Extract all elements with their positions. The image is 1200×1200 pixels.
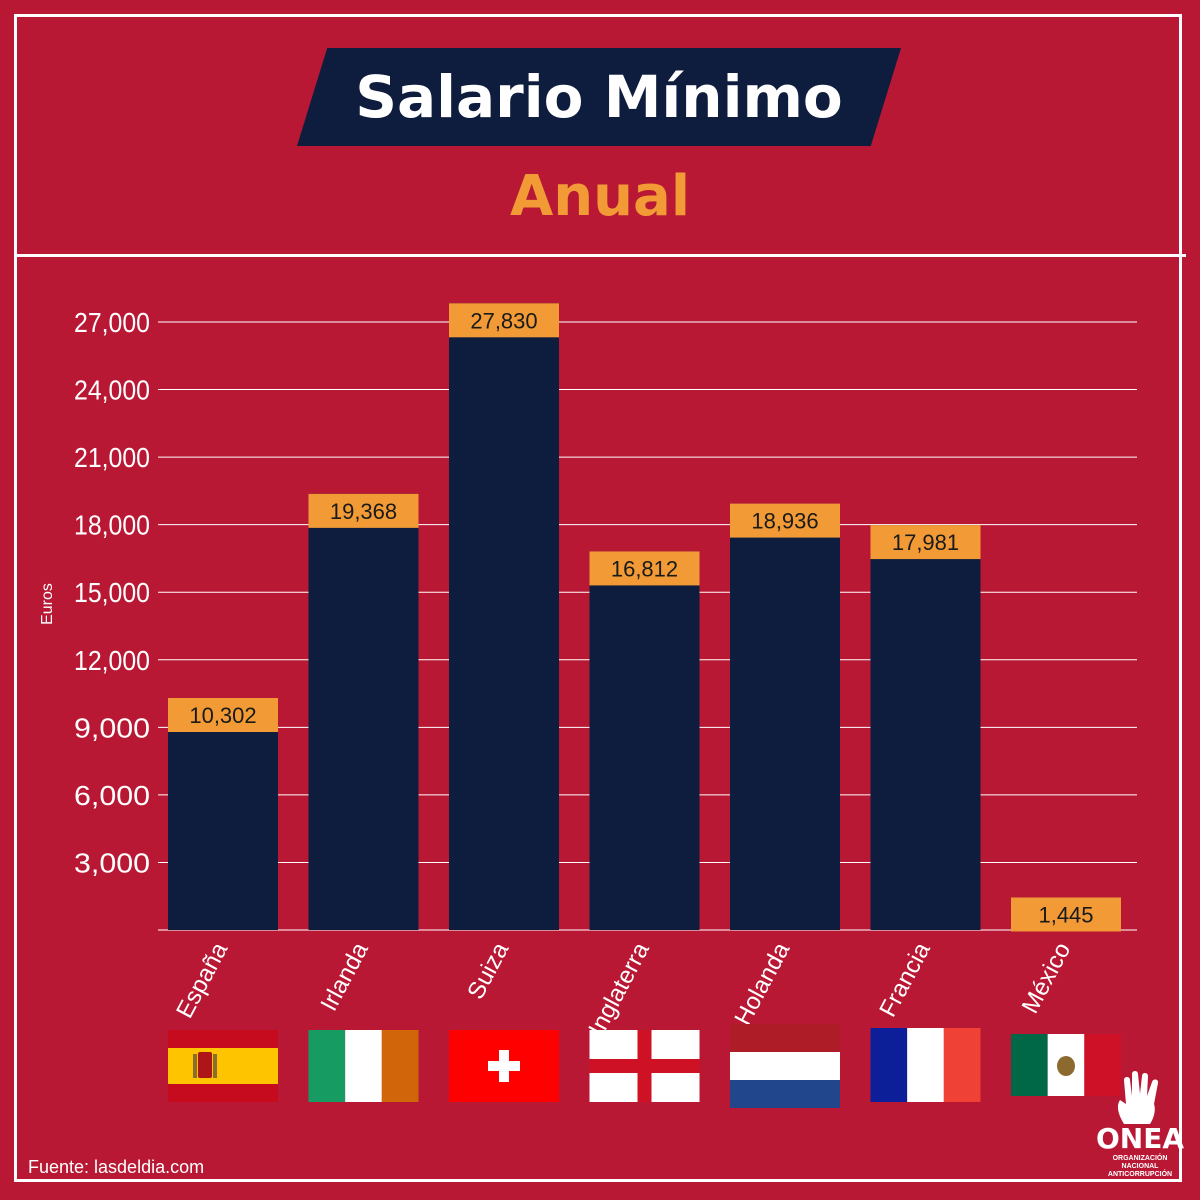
y-tick-label: 12,000 bbox=[74, 645, 150, 676]
value-label: 1,445 bbox=[1038, 902, 1093, 927]
y-tick-label: 3,000 bbox=[74, 847, 150, 878]
value-label: 10,302 bbox=[189, 703, 256, 728]
onea-logo: ONEA ORGANIZACIÓN NACIONAL ANTICORRUPCIÓ… bbox=[1092, 1070, 1188, 1180]
y-tick-label: 24,000 bbox=[74, 375, 150, 406]
header-divider bbox=[14, 254, 1186, 257]
england-flag bbox=[589, 1030, 700, 1102]
mexico-flag bbox=[1011, 1034, 1121, 1096]
bar bbox=[308, 493, 419, 930]
category-label: México bbox=[1017, 938, 1077, 1018]
value-label-box bbox=[308, 493, 419, 528]
bar-group: 18,936 bbox=[730, 503, 840, 930]
bar bbox=[870, 525, 981, 930]
category-label: España bbox=[171, 938, 233, 1023]
value-label-box bbox=[1011, 897, 1121, 932]
y-tick-label: 18,000 bbox=[74, 510, 150, 541]
y-tick-label: 21,000 bbox=[74, 442, 150, 473]
source-note: Fuente: lasdeldia.com bbox=[28, 1157, 205, 1177]
value-label: 16,812 bbox=[611, 556, 678, 581]
spain-flag bbox=[168, 1030, 278, 1102]
bar-group: 27,830 bbox=[449, 303, 559, 930]
bar bbox=[449, 303, 559, 930]
value-label-box bbox=[730, 503, 840, 538]
value-label-box bbox=[870, 525, 981, 560]
category-label: Holanda bbox=[729, 938, 795, 1030]
category-label: Francia bbox=[874, 938, 936, 1022]
logo-line-2: NACIONAL bbox=[1121, 1163, 1159, 1170]
category-label: Suiza bbox=[462, 938, 514, 1004]
y-axis-label: Euros bbox=[39, 583, 56, 625]
logo-line-3: ANTICORRUPCIÓN bbox=[1107, 1171, 1173, 1178]
title-banner: Salario Mínimo bbox=[297, 48, 901, 146]
value-label-box bbox=[449, 303, 559, 338]
category-label: Irlanda bbox=[316, 938, 375, 1016]
y-tick-label: 6,000 bbox=[74, 780, 150, 811]
outer-frame bbox=[14, 14, 1182, 1182]
value-label-box bbox=[589, 551, 700, 586]
hand-icon bbox=[1117, 1071, 1159, 1124]
y-tick-label: 15,000 bbox=[74, 577, 150, 608]
value-label: 18,936 bbox=[751, 509, 818, 534]
netherlands-flag bbox=[730, 1024, 840, 1108]
value-label: 17,981 bbox=[892, 530, 959, 555]
france-flag bbox=[870, 1028, 981, 1102]
bar-group: 16,812 bbox=[589, 551, 700, 930]
chart-subtitle: Anual bbox=[509, 164, 691, 229]
ireland-flag bbox=[308, 1030, 419, 1102]
y-tick-label: 9,000 bbox=[74, 712, 150, 743]
value-label-box bbox=[168, 698, 278, 733]
switzerland-flag bbox=[449, 1030, 559, 1102]
chart-title: Salario Mínimo bbox=[355, 63, 843, 131]
bar bbox=[168, 698, 278, 930]
value-label: 27,830 bbox=[470, 308, 537, 333]
logo-name: ONEA bbox=[1095, 1122, 1185, 1155]
bar-group: 19,368 bbox=[308, 493, 419, 930]
logo-line-1: ORGANIZACIÓN bbox=[1112, 1155, 1168, 1162]
bar-group: 17,981 bbox=[870, 525, 981, 930]
bar bbox=[589, 551, 700, 930]
y-tick-label: 27,000 bbox=[74, 307, 150, 338]
bar-group: 1,445 bbox=[1011, 897, 1121, 932]
bar bbox=[730, 503, 840, 930]
bar-group: 10,302 bbox=[168, 698, 278, 930]
value-label: 19,368 bbox=[330, 499, 397, 524]
category-label: Inglaterra bbox=[583, 938, 655, 1041]
